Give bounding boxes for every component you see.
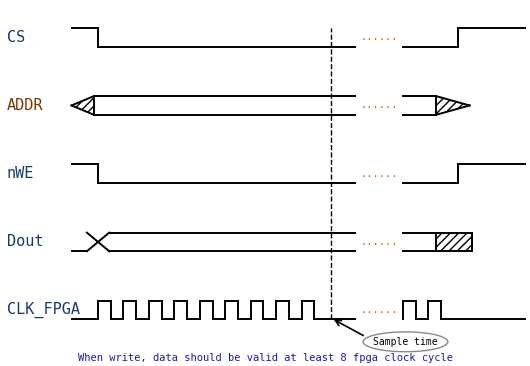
Text: ......: ...... — [360, 305, 398, 315]
Text: ......: ...... — [360, 100, 398, 111]
Polygon shape — [436, 233, 472, 251]
Text: ......: ...... — [360, 32, 398, 42]
Polygon shape — [436, 96, 470, 115]
Text: ......: ...... — [360, 237, 398, 247]
Text: nWE: nWE — [7, 166, 34, 181]
Text: ......: ...... — [360, 169, 398, 179]
Text: Sample time: Sample time — [373, 337, 438, 347]
Polygon shape — [72, 96, 94, 115]
Text: CLK_FPGA: CLK_FPGA — [7, 302, 80, 318]
Text: ADDR: ADDR — [7, 98, 43, 113]
Text: CS: CS — [7, 30, 25, 45]
Text: When write, data should be valid at least 8 fpga clock cycle: When write, data should be valid at leas… — [77, 353, 453, 363]
Text: Dout: Dout — [7, 235, 43, 250]
